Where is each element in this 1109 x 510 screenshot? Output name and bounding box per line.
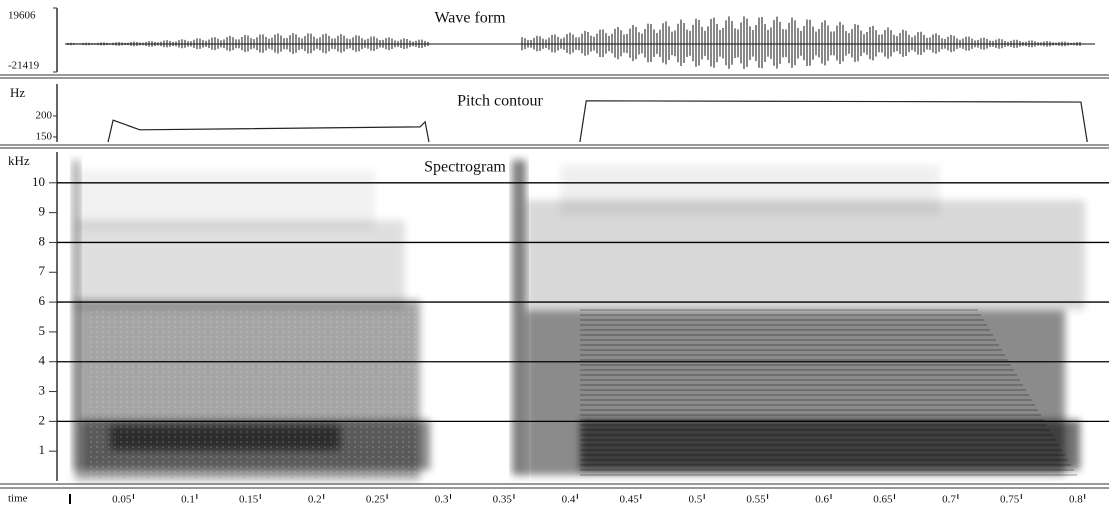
y-tick-label: 1 <box>39 442 46 457</box>
x-tick-label: 0.8 <box>1069 494 1083 506</box>
y-tick-label: 5 <box>39 323 46 338</box>
x-tick-label: 0.45 <box>620 494 640 506</box>
y-tick-label: 10 <box>32 174 45 189</box>
y-tick-label: 150 <box>36 130 53 142</box>
pitch-unit: Hz <box>10 85 25 100</box>
x-tick-label: 0.65 <box>873 494 893 506</box>
waveform-title: Wave form <box>434 10 506 27</box>
x-tick-label: 0.1 <box>181 494 195 506</box>
energy <box>75 220 405 310</box>
y-tick-label: 4 <box>39 353 46 368</box>
x-tick-label: 0.4 <box>562 494 576 506</box>
y-tick-label: 200 <box>36 109 53 121</box>
spectrogram-unit: kHz <box>8 153 30 168</box>
y-tick-label: 9 <box>39 204 46 219</box>
panel-frames <box>0 8 1109 489</box>
energy <box>512 160 526 475</box>
y-tick-label: 8 <box>39 233 46 248</box>
x-tick-label: 0.05 <box>112 494 132 506</box>
x-tick-label: 0.25 <box>366 494 386 506</box>
energy <box>75 170 375 230</box>
pitch-title: Pitch contour <box>457 93 543 110</box>
energy <box>72 160 80 470</box>
x-tick-label: 0.2 <box>308 494 322 506</box>
spectrogram-image <box>72 160 1085 480</box>
y-tick-label: 6 <box>39 293 46 308</box>
spectrogram-title: Spectrogram <box>424 159 506 176</box>
y-tick-label: -21419 <box>8 60 40 72</box>
time-label: time <box>8 493 28 505</box>
y-tick-label: 7 <box>39 263 46 278</box>
x-tick-label: 0.5 <box>688 494 702 506</box>
x-tick-label: 0.15 <box>239 494 259 506</box>
x-tick-label: 0.7 <box>942 494 956 506</box>
y-tick-label: 3 <box>39 383 46 398</box>
energy <box>525 200 1085 310</box>
energy <box>560 165 940 215</box>
energy <box>580 420 1080 470</box>
x-tick-label: 0.6 <box>815 494 829 506</box>
x-tick-label: 0.55 <box>746 494 766 506</box>
y-tick-label: 19606 <box>8 10 36 22</box>
pitch-line <box>107 100 1088 143</box>
y-tick-label: 2 <box>39 412 46 427</box>
x-tick-label: 0.35 <box>493 494 513 506</box>
energy <box>110 425 340 450</box>
waveform-trace <box>65 16 1095 69</box>
x-tick-label: 0.75 <box>1000 494 1020 506</box>
x-tick-label: 0.3 <box>435 494 449 506</box>
